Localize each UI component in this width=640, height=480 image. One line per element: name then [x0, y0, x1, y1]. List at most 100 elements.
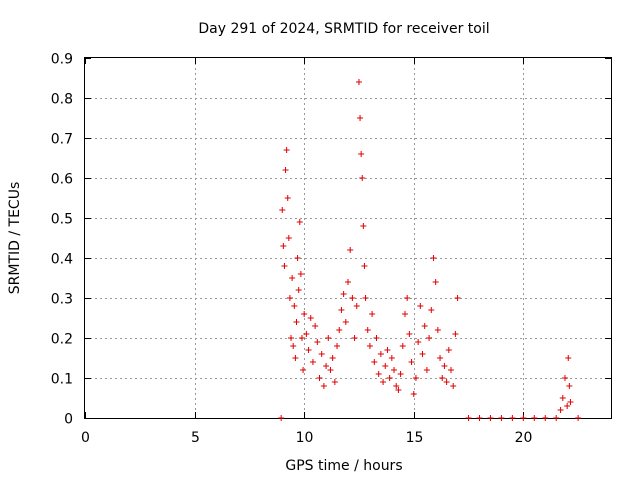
- data-point: [282, 167, 289, 173]
- data-point: [412, 375, 419, 381]
- data-point: [320, 383, 327, 389]
- data-point: [408, 359, 415, 365]
- data-point: [415, 339, 422, 345]
- data-point: [355, 79, 362, 85]
- data-point: [360, 223, 367, 229]
- data-point: [375, 371, 382, 377]
- data-point: [404, 295, 411, 301]
- data-point: [296, 219, 303, 225]
- data-point: [426, 335, 433, 341]
- data-point: [430, 255, 437, 261]
- data-point: [300, 367, 307, 373]
- data-point: [329, 355, 336, 361]
- data-point: [565, 355, 572, 361]
- data-point: [297, 271, 304, 277]
- data-point: [279, 207, 286, 213]
- data-point: [520, 415, 527, 421]
- data-point: [357, 115, 364, 121]
- data-point: [349, 295, 356, 301]
- data-point: [448, 367, 455, 373]
- x-tick-label: 10: [296, 430, 314, 446]
- y-tick-label: 0.6: [51, 172, 73, 188]
- data-point: [314, 339, 321, 345]
- data-point: [401, 311, 408, 317]
- data-point: [498, 415, 505, 421]
- data-point: [309, 359, 316, 365]
- y-tick-label: 0.9: [51, 52, 73, 68]
- data-point: [566, 383, 573, 389]
- y-tick-label: 0.1: [51, 372, 73, 388]
- data-point: [450, 383, 457, 389]
- grid-lines: [85, 58, 611, 418]
- data-point: [298, 335, 305, 341]
- data-point: [441, 363, 448, 369]
- data-point: [353, 303, 360, 309]
- data-point: [347, 247, 354, 253]
- y-tick-label: 0.7: [51, 132, 73, 148]
- data-point: [334, 343, 341, 349]
- data-point: [432, 279, 439, 285]
- data-point: [278, 415, 285, 421]
- data-point: [386, 375, 393, 381]
- x-tick-label: 20: [515, 430, 533, 446]
- data-point: [288, 335, 295, 341]
- data-point: [284, 195, 291, 201]
- y-tick-label: 0: [64, 412, 73, 428]
- y-tick-label: 0.3: [51, 292, 73, 308]
- data-point: [291, 303, 298, 309]
- data-point: [336, 327, 343, 333]
- data-point: [338, 307, 345, 313]
- data-point: [561, 375, 568, 381]
- y-axis-ticks: 0 0.1 0.2 0.3 0.4 0.5 0.6 0.7 0.8 0.9: [51, 52, 611, 428]
- data-point: [366, 343, 373, 349]
- data-point: [316, 375, 323, 381]
- x-tick-label: 0: [81, 430, 90, 446]
- chart-title: Day 291 of 2024, SRMTID for receiver toi…: [198, 21, 489, 37]
- data-point: [434, 327, 441, 333]
- data-point: [364, 327, 371, 333]
- data-point: [380, 379, 387, 385]
- data-point: [293, 319, 300, 325]
- data-point: [371, 359, 378, 365]
- data-point: [331, 379, 338, 385]
- data-point: [391, 367, 398, 373]
- data-point: [417, 303, 424, 309]
- data-point: [281, 263, 288, 269]
- data-point: [439, 375, 446, 381]
- data-point: [359, 175, 366, 181]
- data-point: [419, 351, 426, 357]
- data-point: [327, 367, 334, 373]
- data-point: [428, 307, 435, 313]
- data-point: [361, 263, 368, 269]
- data-point: [553, 415, 560, 421]
- data-point: [289, 275, 296, 281]
- data-point: [443, 379, 450, 385]
- data-point: [286, 295, 293, 301]
- data-point: [362, 295, 369, 301]
- y-tick-label: 0.4: [51, 252, 73, 268]
- data-point: [437, 355, 444, 361]
- data-point: [318, 351, 325, 357]
- data-point: [388, 355, 395, 361]
- data-point: [393, 383, 400, 389]
- data-point: [351, 335, 358, 341]
- data-point: [345, 279, 351, 285]
- data-point: [373, 335, 380, 341]
- data-point: [476, 415, 483, 421]
- data-point: [312, 323, 319, 329]
- data-point: [454, 295, 461, 301]
- data-point: [487, 415, 494, 421]
- data-point: [423, 367, 430, 373]
- data-point: [465, 415, 472, 421]
- y-axis-label: SRMTID / TECUs: [7, 182, 23, 295]
- data-point: [340, 291, 347, 297]
- data-point: [452, 331, 459, 337]
- data-point: [305, 347, 312, 353]
- x-tick-label: 5: [191, 430, 200, 446]
- y-tick-label: 0.8: [51, 92, 73, 108]
- x-tick-label: 15: [406, 430, 424, 446]
- data-point: [358, 151, 365, 157]
- data-point: [377, 351, 384, 357]
- plot-frame: [84, 57, 612, 419]
